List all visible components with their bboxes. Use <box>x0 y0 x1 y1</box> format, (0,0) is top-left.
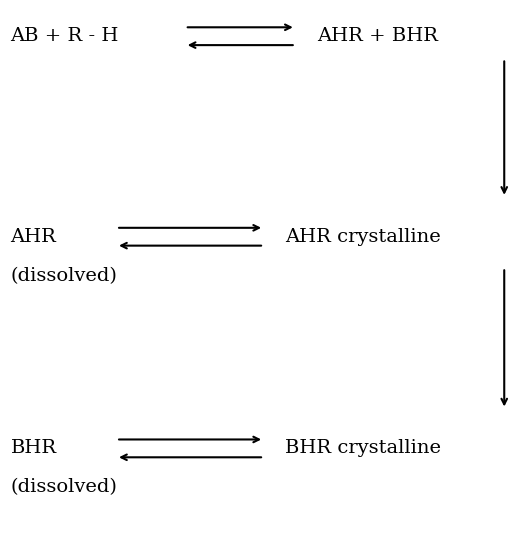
Text: AB + R - H: AB + R - H <box>11 27 119 45</box>
Text: AHR + BHR: AHR + BHR <box>317 27 438 45</box>
Text: AHR: AHR <box>11 228 56 246</box>
Text: (dissolved): (dissolved) <box>11 267 117 285</box>
Text: (dissolved): (dissolved) <box>11 478 117 496</box>
Text: BHR: BHR <box>11 439 56 457</box>
Text: AHR crystalline: AHR crystalline <box>285 228 441 246</box>
Text: BHR crystalline: BHR crystalline <box>285 439 441 457</box>
